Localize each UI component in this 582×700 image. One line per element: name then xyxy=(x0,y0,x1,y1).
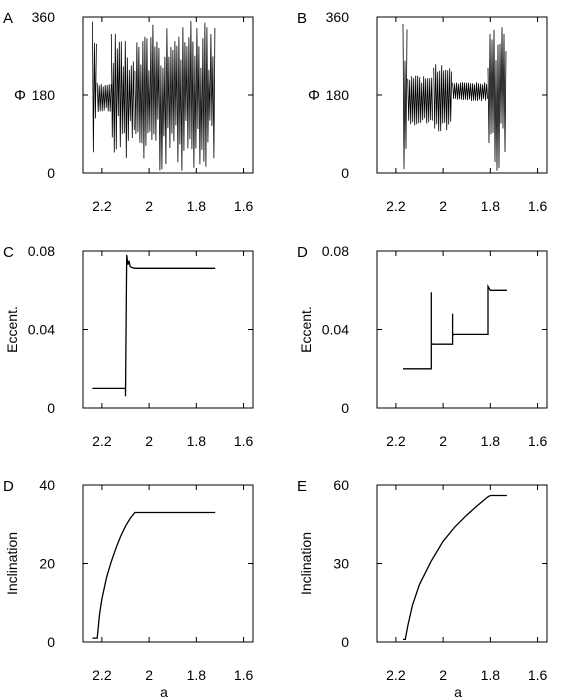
y-axis-label: Φ xyxy=(14,87,26,104)
x-tick-label: 1.6 xyxy=(528,667,548,683)
y-axis-label: Eccent. xyxy=(4,306,20,353)
panel-label: E xyxy=(297,478,307,495)
y-tick-label: 20 xyxy=(39,556,55,572)
plot-frame xyxy=(376,250,548,409)
data-line xyxy=(403,283,507,370)
y-tick-label: 60 xyxy=(333,477,349,493)
x-tick-label: 2.2 xyxy=(92,667,112,683)
panel-b-1: B 2.2 2 1.8 1.6 0 180 360 Φ xyxy=(297,9,548,214)
x-tick-label: 1.6 xyxy=(528,433,548,449)
panel-c-2: C 2.2 2 1.8 1.6 0 0.04 0.08 Eccent. xyxy=(3,243,254,449)
data-band-circulate xyxy=(134,20,216,171)
data-band-circulate xyxy=(402,23,408,170)
y-tick-label: 0 xyxy=(341,634,349,650)
y-tick-label: 360 xyxy=(326,9,350,25)
x-tick-label: 1.6 xyxy=(234,667,254,683)
y-axis-label: Inclination xyxy=(298,532,314,595)
x-tick-label: 1.6 xyxy=(234,198,254,214)
panel-d-3: D 2.2 2 1.8 1.6 0 0.04 0.08 Eccent. xyxy=(297,243,548,449)
y-tick-label: 0.04 xyxy=(28,322,55,338)
y-tick-label: 0 xyxy=(47,634,55,650)
x-tick-label: 1.6 xyxy=(528,198,548,214)
panel-label: C xyxy=(3,244,14,261)
x-tick-label: 1.6 xyxy=(234,433,254,449)
x-tick-label: 1.8 xyxy=(187,198,207,214)
x-tick-label: 2 xyxy=(439,198,447,214)
x-tick-label: 1.8 xyxy=(187,433,207,449)
plot-frame xyxy=(82,484,254,643)
panel-label: B xyxy=(297,10,307,27)
data-line xyxy=(403,494,507,641)
y-tick-label: 0 xyxy=(341,165,349,181)
panel-e-5: E 2.2 2 1.8 1.6 0 30 60 Inclination a xyxy=(297,477,548,700)
data-band-libration xyxy=(407,75,434,126)
y-tick-label: 0.04 xyxy=(322,322,349,338)
data-band-libration xyxy=(433,64,453,132)
x-tick-label: 1.8 xyxy=(481,667,501,683)
y-tick-label: 0 xyxy=(341,400,349,416)
plot-frame xyxy=(82,250,254,409)
panel-label: D xyxy=(3,478,14,495)
plot-frame xyxy=(376,484,548,643)
x-tick-label: 2 xyxy=(145,198,153,214)
x-tick-label: 1.8 xyxy=(481,198,501,214)
y-axis-label: Eccent. xyxy=(298,306,314,353)
x-tick-label: 2 xyxy=(439,667,447,683)
data-band-circulate xyxy=(487,27,507,171)
data-band-circulate xyxy=(110,33,135,159)
x-axis-label: a xyxy=(454,684,462,700)
x-axis-label: a xyxy=(160,684,168,700)
y-tick-label: 0 xyxy=(47,400,55,416)
y-axis-label: Φ xyxy=(308,87,320,104)
data-line xyxy=(92,511,216,639)
data-band-libration xyxy=(96,82,112,113)
x-tick-label: 2.2 xyxy=(386,198,406,214)
y-axis-label: Inclination xyxy=(4,532,20,595)
x-tick-label: 1.8 xyxy=(187,667,207,683)
y-tick-label: 0.08 xyxy=(322,243,349,259)
x-tick-label: 2 xyxy=(439,433,447,449)
y-tick-label: 180 xyxy=(326,87,350,103)
x-tick-label: 1.8 xyxy=(481,433,501,449)
data-band-libration xyxy=(452,82,488,102)
panel-d-4: D 2.2 2 1.8 1.6 0 20 40 Inclination a xyxy=(3,477,254,700)
y-tick-label: 0 xyxy=(47,165,55,181)
x-tick-label: 2.2 xyxy=(386,433,406,449)
y-tick-label: 30 xyxy=(333,556,349,572)
y-tick-label: 40 xyxy=(39,477,55,493)
x-tick-label: 2.2 xyxy=(92,198,112,214)
x-tick-label: 2 xyxy=(145,433,153,449)
data-line xyxy=(92,254,216,397)
data-band-circulate xyxy=(92,21,97,153)
x-tick-label: 2.2 xyxy=(92,433,112,449)
y-tick-label: 180 xyxy=(32,87,56,103)
panel-label: A xyxy=(3,10,13,27)
y-tick-label: 360 xyxy=(32,9,56,25)
panel-label: D xyxy=(297,244,308,261)
y-tick-label: 0.08 xyxy=(28,243,55,259)
x-tick-label: 2.2 xyxy=(386,667,406,683)
x-tick-label: 2 xyxy=(145,667,153,683)
panel-a-0: A 2.2 2 1.8 1.6 0 180 360 Φ xyxy=(3,9,254,214)
